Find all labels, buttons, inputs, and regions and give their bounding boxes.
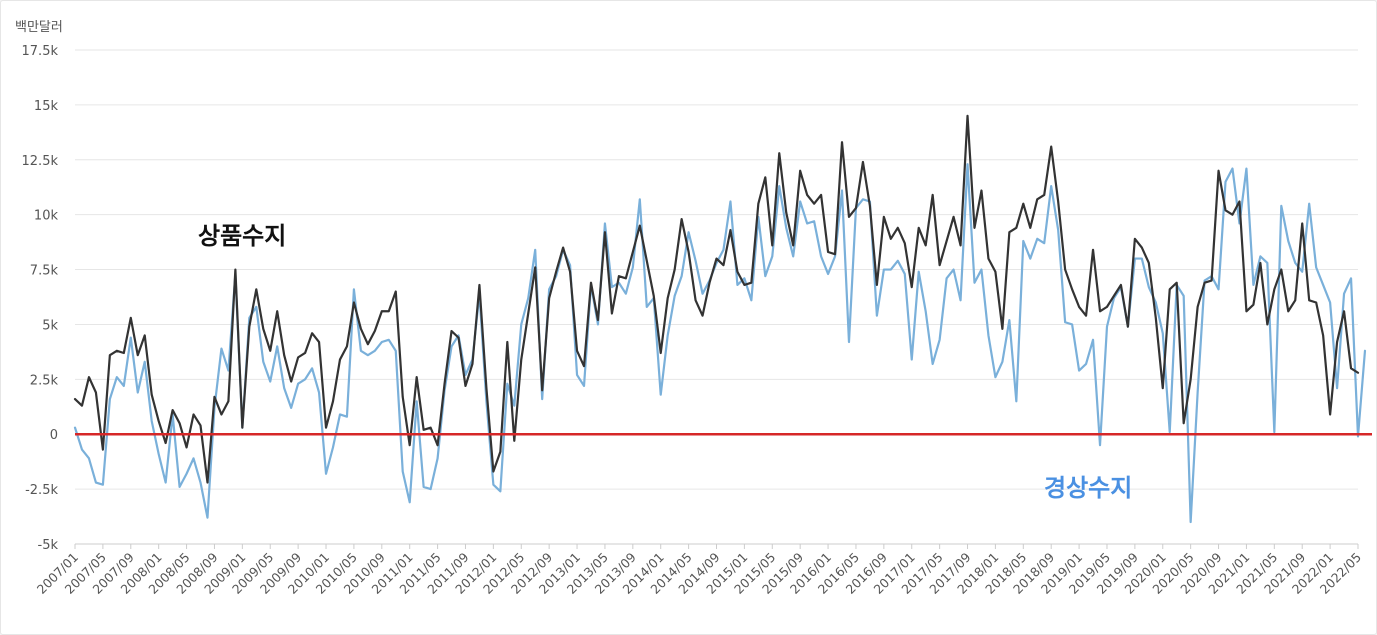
y-axis-unit-label: 백만달러 <box>15 20 63 35</box>
goods-balance-line <box>73 114 1360 484</box>
y-tick-label: 0 <box>50 428 58 443</box>
y-tick-label: 5k <box>42 318 58 333</box>
series-lines <box>73 114 1367 524</box>
current-account-annotation: 경상수지 <box>1044 474 1132 502</box>
current-account-line <box>73 163 1367 524</box>
y-tick-label: -5k <box>38 538 59 553</box>
y-tick-label: 15k <box>34 99 59 114</box>
y-axis: -5k -2.5k 0 2.5k 5k 7.5k 10k 12.5k 15k 17.5k <box>22 44 59 553</box>
y-tick-label: -2.5k <box>25 483 58 498</box>
y-tick-label: 17.5k <box>22 44 59 59</box>
goods-balance-annotation: 상품수지 <box>198 222 286 250</box>
y-tick-label: 12.5k <box>22 154 59 169</box>
y-tick-label: 2.5k <box>30 373 59 388</box>
y-tick-label: 7.5k <box>30 264 59 279</box>
y-tick-label: 10k <box>34 209 59 224</box>
x-axis: 2007/012007/052007/092008/012008/052008/… <box>34 544 1364 597</box>
y-grid <box>75 49 1358 490</box>
